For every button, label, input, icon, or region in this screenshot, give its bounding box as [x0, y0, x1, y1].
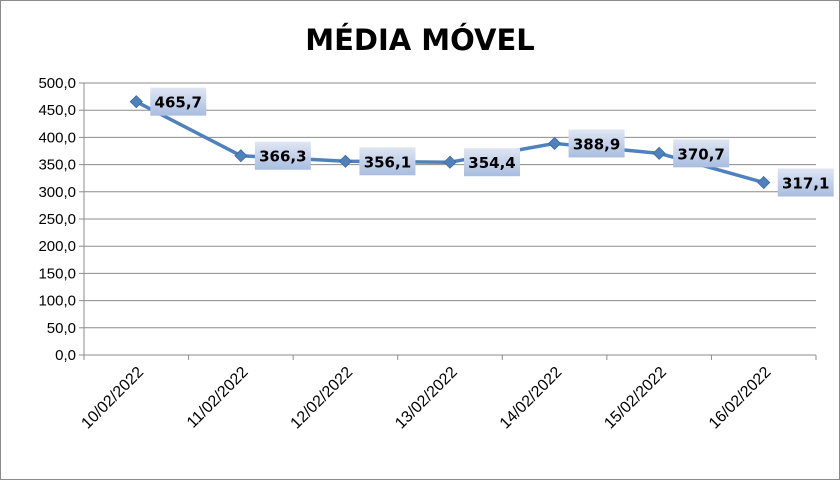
y-tick-label: 150,0	[38, 265, 76, 282]
y-tick-label: 50,0	[47, 320, 76, 337]
data-label-box	[150, 87, 207, 116]
data-point	[652, 146, 666, 160]
y-tick-label: 200,0	[38, 238, 76, 255]
y-tick-label: 300,0	[38, 184, 76, 201]
x-axis-ticks: 10/02/2022 11/02/2022 12/02/2022 13/02/2022…	[78, 364, 774, 433]
x-tick-label: 16/02/2022	[706, 364, 775, 433]
data-label-box	[673, 139, 730, 168]
axes	[79, 82, 817, 360]
x-tick-label: 12/02/2022	[288, 364, 357, 433]
y-tick-label: 0,0	[55, 347, 76, 364]
data-label: 388,9	[573, 135, 620, 153]
x-tick-label: 10/02/2022	[78, 364, 147, 433]
series-line	[135, 100, 765, 185]
x-tick-label: 14/02/2022	[497, 364, 566, 433]
series	[129, 95, 771, 190]
data-label-box	[254, 141, 311, 170]
y-axis-ticks: 0,0 50,0 100,0 150,0 200,0 250,0 300,0 350,0 400…	[38, 75, 76, 364]
y-tick-label: 250,0	[38, 211, 76, 228]
x-tick-label: 15/02/2022	[601, 364, 670, 433]
chart-title: MÉDIA MÓVEL	[305, 23, 535, 57]
data-label-box	[464, 148, 520, 177]
x-tick-label: 13/02/2022	[392, 364, 461, 433]
data-label: 465,7	[155, 94, 202, 112]
y-tick-label: 450,0	[38, 102, 76, 119]
data-point	[548, 136, 562, 151]
y-tick-label: 350,0	[38, 157, 76, 174]
data-label: 370,7	[677, 145, 724, 163]
y-tick-label: 400,0	[38, 129, 76, 146]
x-tick-label: 11/02/2022	[184, 364, 252, 432]
data-label: 366,3	[259, 148, 306, 166]
data-point	[757, 175, 771, 190]
data-label-box	[777, 168, 834, 197]
y-tick-label: 500,0	[38, 75, 76, 92]
data-label: 354,4	[468, 154, 515, 172]
data-point	[338, 154, 352, 168]
data-label: 356,1	[364, 153, 411, 171]
data-point	[443, 155, 457, 169]
data-point	[234, 149, 248, 163]
data-label: 317,1	[782, 174, 829, 192]
data-label-box	[359, 147, 416, 176]
data-point	[129, 95, 143, 109]
gridlines	[84, 82, 816, 329]
y-tick-label: 100,0	[38, 293, 76, 310]
data-label-box	[568, 129, 625, 158]
data-labels: 465,7 366,3 356,1 354,4 388,9 370,7 317,1	[150, 87, 834, 197]
